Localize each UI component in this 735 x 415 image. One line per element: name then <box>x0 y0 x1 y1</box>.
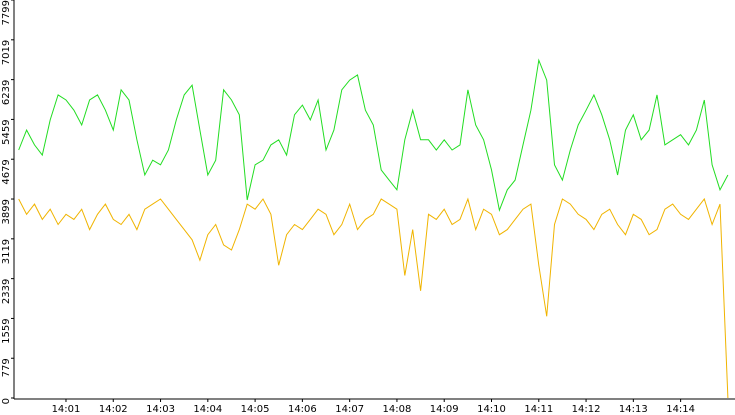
x-tick-label: 14:08 <box>383 404 412 415</box>
x-tick-label: 14:03 <box>146 404 175 415</box>
series-line <box>18 58 729 212</box>
y-tick-label: 1559 <box>1 318 12 343</box>
x-tick-label: 14:09 <box>430 404 459 415</box>
x-tick-label: 14:01 <box>52 404 81 415</box>
x-tick-label: 14:11 <box>524 404 553 415</box>
x-tick-label: 14:05 <box>241 404 270 415</box>
x-tick-label: 14:02 <box>99 404 128 415</box>
y-tick-label: 3899 <box>1 199 12 224</box>
series-line <box>18 197 729 399</box>
y-tick-label: 6239 <box>1 80 12 105</box>
y-tick-label: 7019 <box>1 40 12 65</box>
x-tick-label: 14:06 <box>288 404 317 415</box>
y-tick-label: 4679 <box>1 159 12 184</box>
y-tick-label: 2339 <box>1 279 12 304</box>
x-tick-label: 14:14 <box>666 404 695 415</box>
y-tick-label: 5459 <box>1 119 12 144</box>
y-tick-label: 3119 <box>1 239 12 264</box>
x-tick-label: 14:10 <box>477 404 506 415</box>
x-tick-label: 14:04 <box>193 404 222 415</box>
x-tick-label: 14:12 <box>572 404 601 415</box>
y-tick-label: 7799 <box>1 0 12 25</box>
x-tick-label: 14:07 <box>335 404 364 415</box>
y-tick-label: 779 <box>1 358 12 377</box>
x-tick-label: 14:13 <box>619 404 648 415</box>
y-tick-label: 0 <box>1 398 12 404</box>
